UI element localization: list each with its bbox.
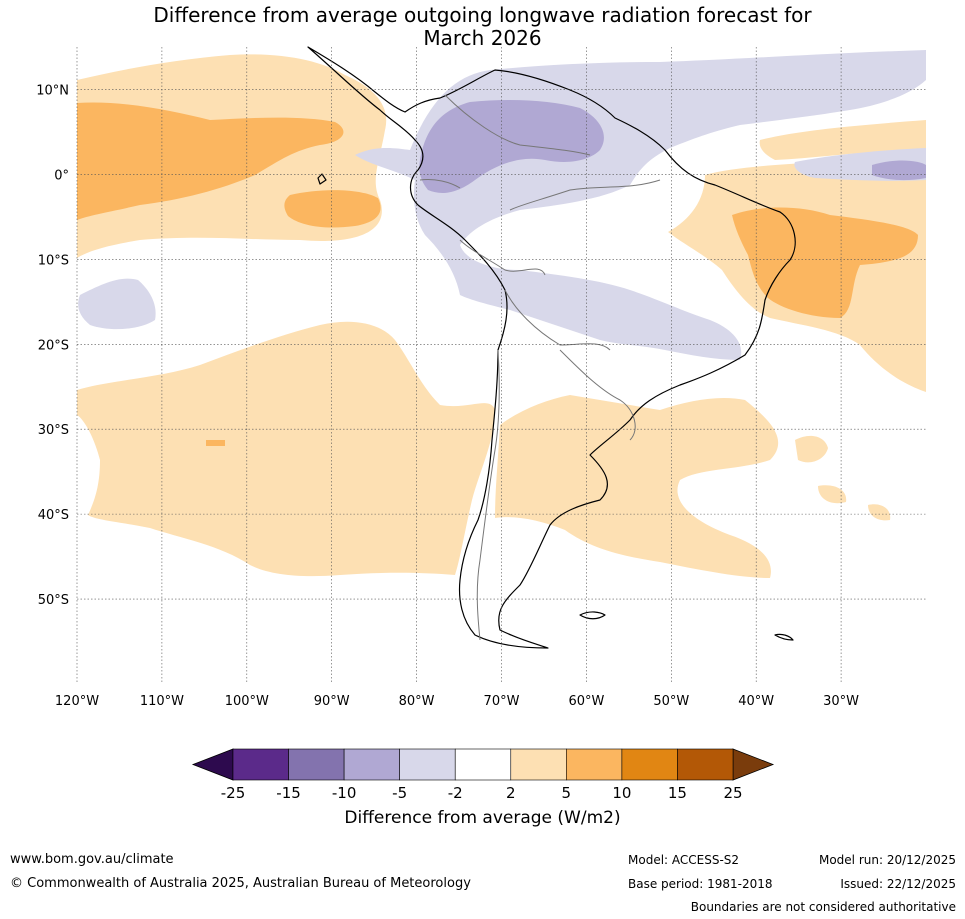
colorbar-over-arrow <box>732 748 775 781</box>
title-line-2: March 2026 <box>423 26 542 50</box>
lat-tick-label: 0° <box>54 168 69 183</box>
anomaly-fields <box>77 50 926 578</box>
model-text: Model: ACCESS-S2 <box>628 853 740 867</box>
anomaly-light-orange-south-atlantic <box>495 395 779 578</box>
border-bolivia <box>504 289 611 351</box>
lon-tick-label: 60°W <box>568 694 604 709</box>
colorbar-swatch <box>343 748 400 781</box>
lon-tick-label: 70°W <box>484 694 520 709</box>
colorbar-swatch <box>288 748 345 781</box>
lat-tick-label: 20°S <box>38 338 69 353</box>
colorbar-under-arrow <box>191 748 234 781</box>
colorbar-tick-label: -25 <box>221 784 246 800</box>
model-run-text: Model run: 20/12/2025 <box>818 853 956 867</box>
lat-tick-label: 50°S <box>38 593 69 608</box>
falkland-islands <box>579 611 606 620</box>
colorbar: -25 -15 -10 -5 -2 2 5 10 15 25 <box>191 748 775 800</box>
colorbar-tick-label: -15 <box>276 784 301 800</box>
lon-tick-label: 30°W <box>823 694 859 709</box>
lon-tick-label: 100°W <box>225 694 269 709</box>
colorbar-swatch <box>232 748 289 781</box>
border-brazil-north <box>509 179 661 211</box>
lat-tick-label: 10°N <box>36 83 69 98</box>
lon-tick-label: 110°W <box>140 694 184 709</box>
colorbar-tick-label: 10 <box>612 784 631 800</box>
anomaly-purple-atlantic-patch <box>872 160 926 181</box>
border-colombia-venezuela <box>444 94 591 156</box>
country-borders <box>419 94 661 641</box>
colorbar-swatch <box>677 748 734 781</box>
lat-tick-label: 30°S <box>38 423 69 438</box>
colorbar-tick-label: 25 <box>723 784 742 800</box>
border-peru-brazil <box>459 239 546 276</box>
colorbar-swatch <box>621 748 678 781</box>
border-ecuador <box>419 179 461 189</box>
longitude-labels: 120°W 110°W 100°W 90°W 80°W 70°W 60°W 50°W 40°W 3… <box>55 694 859 709</box>
anomaly-purple-northern-sa <box>419 100 604 193</box>
lon-tick-label: 90°W <box>314 694 350 709</box>
copyright-text: © Commonwealth of Australia 2025, Austra… <box>10 876 471 891</box>
anomaly-light-orange-equatorial-atlantic <box>759 120 926 160</box>
anomaly-light-orange-south-pacific <box>77 321 495 577</box>
chart-title: Difference from average outgoing longwav… <box>0 4 965 50</box>
website-link[interactable]: www.bom.gov.au/climate <box>10 852 174 867</box>
colorbar-tick-label: -10 <box>332 784 357 800</box>
colorbar-tick-label: 15 <box>668 784 687 800</box>
title-line-1: Difference from average outgoing longwav… <box>153 3 812 27</box>
anomaly-orange-east-pacific <box>284 190 381 228</box>
colorbar-tick-label: 2 <box>506 784 516 800</box>
colorbar-tick-label: 5 <box>562 784 572 800</box>
anomaly-light-orange-atlantic-islands <box>795 435 891 521</box>
lat-tick-label: 10°S <box>38 253 69 268</box>
base-period-text: Base period: 1981-2018 <box>628 877 773 891</box>
anomaly-orange-nw-pacific <box>77 102 344 220</box>
gridlines <box>76 47 926 684</box>
galapagos <box>317 173 327 185</box>
lat-tick-label: 40°S <box>38 508 69 523</box>
disclaimer-text: Boundaries are not considered authoritat… <box>690 900 956 914</box>
colorbar-swatch <box>454 748 512 781</box>
lon-tick-label: 50°W <box>653 694 689 709</box>
lon-tick-label: 80°W <box>399 694 435 709</box>
colorbar-swatch <box>510 748 567 781</box>
colorbar-swatch <box>399 748 456 781</box>
latitude-labels: 10°N 0° 10°S 20°S 30°S 40°S 50°S <box>36 83 69 608</box>
anomaly-light-purple-se-pacific <box>78 278 156 330</box>
colorbar-swatch <box>566 748 623 781</box>
south-georgia <box>774 633 794 641</box>
anomaly-orange-ne-brazil <box>732 207 918 318</box>
colorbar-tick-label: -2 <box>448 784 463 800</box>
lon-tick-label: 120°W <box>55 694 99 709</box>
forecast-map: 10°N 0° 10°S 20°S 30°S 40°S 50°S 120°W 110°W 100… <box>36 46 926 800</box>
colorbar-tick-label: -5 <box>392 784 407 800</box>
issued-text: Issued: 22/12/2025 <box>840 877 956 891</box>
border-paraguay-uruguay <box>559 349 636 441</box>
colorbar-title: Difference from average (W/m2) <box>344 808 621 828</box>
anomaly-orange-south-pacific-patch <box>206 440 225 446</box>
lon-tick-label: 40°W <box>738 694 774 709</box>
border-argentina-chile <box>476 349 500 641</box>
